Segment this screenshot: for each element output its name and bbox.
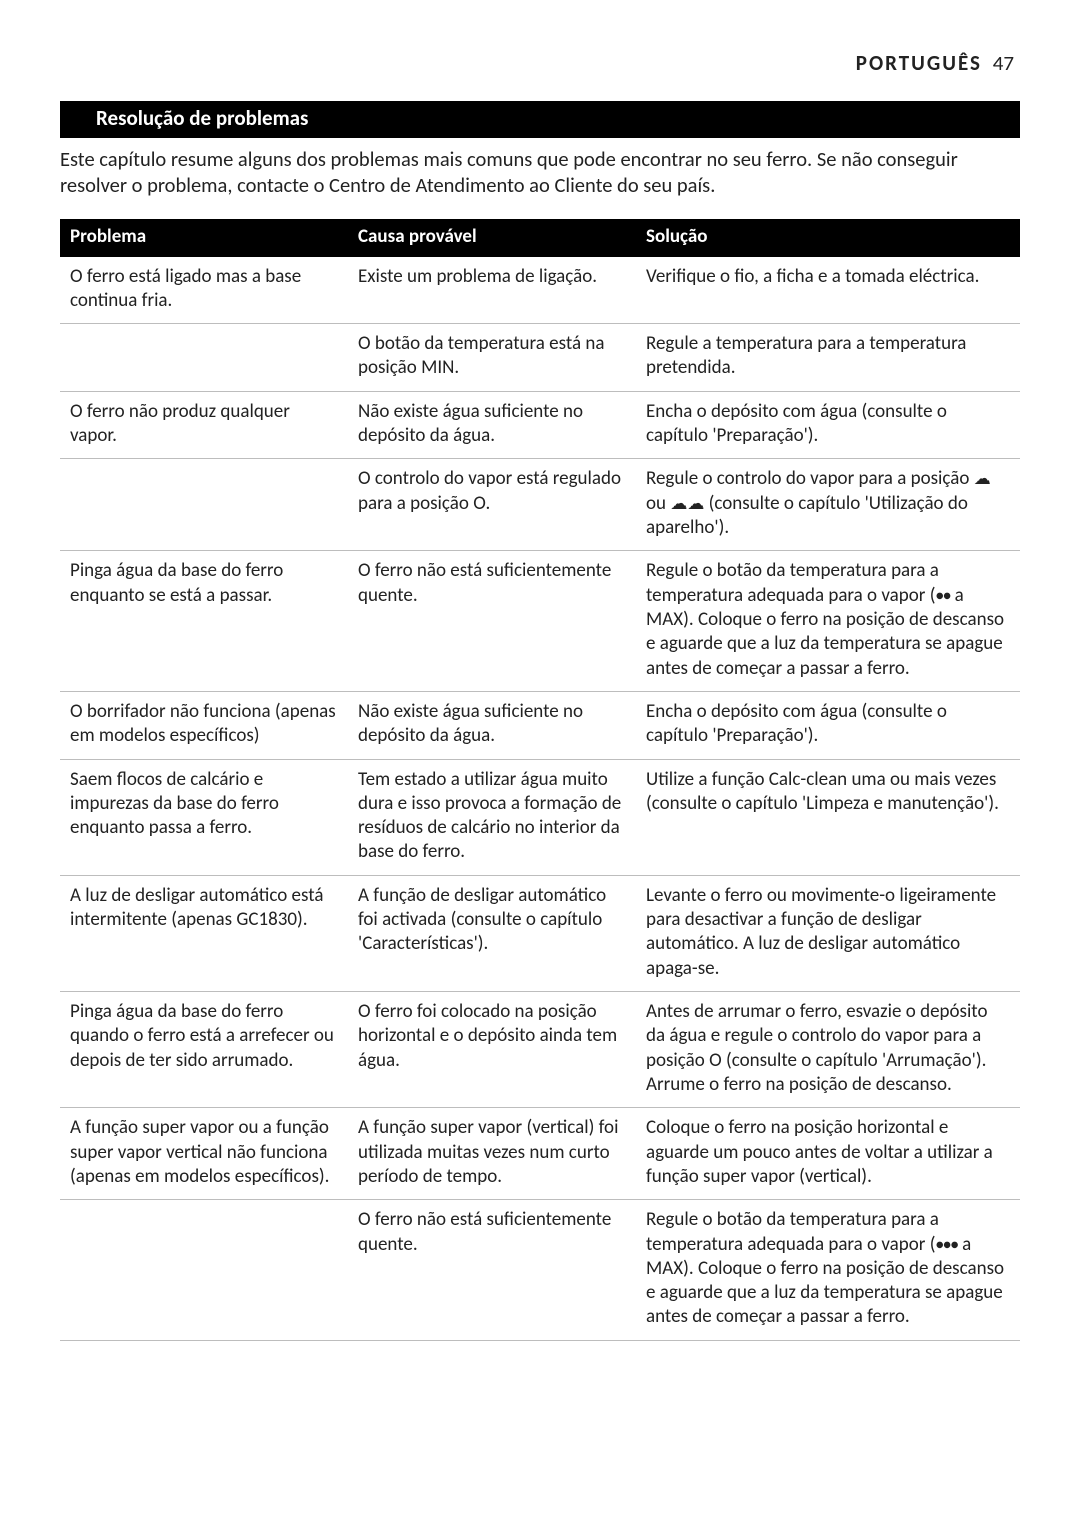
cell-solution: Verifique o fio, a ficha e a tomada eléc… [636,257,1020,324]
cell-solution: Coloque o ferro na posição horizontal e … [636,1108,1020,1200]
header-language: PORTUGUÊS [856,50,982,76]
cell-solution: Levante o ferro ou movimente-o ligeirame… [636,875,1020,991]
table-row: O ferro não está suficientemente quente.… [60,1200,1020,1341]
cell-problem: Saem flocos de calcário e impurezas da b… [60,759,348,875]
cell-problem: Pinga água da base do ferro quando o fer… [60,992,348,1108]
cell-cause: Não existe água suficiente no depósito d… [348,691,636,759]
table-row: A função super vapor ou a função super v… [60,1108,1020,1200]
cell-problem [60,459,348,551]
header-page-number: 47 [993,50,1014,76]
table-row: O controlo do vapor está regulado para a… [60,459,1020,551]
cell-solution: Regule a temperatura para a temperatura … [636,324,1020,392]
table-row: O botão da temperatura está na posição M… [60,324,1020,392]
table-row: O ferro não produz qualquer vapor.Não ex… [60,391,1020,459]
cell-problem: O ferro não produz qualquer vapor. [60,391,348,459]
table-row: Pinga água da base do ferro enquanto se … [60,551,1020,692]
cell-solution: Antes de arrumar o ferro, esvazie o depó… [636,992,1020,1108]
table-row: O borrifador não funciona (apenas em mod… [60,691,1020,759]
cell-cause: Existe um problema de ligação. [348,257,636,324]
cell-solution: Regule o controlo do vapor para a posiçã… [636,459,1020,551]
cell-cause: O controlo do vapor está regulado para a… [348,459,636,551]
cell-cause: A função super vapor (vertical) foi util… [348,1108,636,1200]
section-title-bar: Resolução de problemas [60,101,1020,137]
table-row: O ferro está ligado mas a base continua … [60,257,1020,324]
table-body: O ferro está ligado mas a base continua … [60,257,1020,1341]
cell-solution: Regule o botão da temperatura para a tem… [636,551,1020,692]
table-row: A luz de desligar automático está interm… [60,875,1020,991]
cell-cause: Não existe água suficiente no depósito d… [348,391,636,459]
cell-cause: A função de desligar automático foi acti… [348,875,636,991]
cell-solution: Encha o depósito com água (consulte o ca… [636,391,1020,459]
table-row: Pinga água da base do ferro quando o fer… [60,992,1020,1108]
col-header-cause: Causa provável [348,219,636,257]
cell-problem: O borrifador não funciona (apenas em mod… [60,691,348,759]
section-title: Resolução de problemas [96,105,308,131]
cell-problem: A função super vapor ou a função super v… [60,1108,348,1200]
cell-solution: Utilize a função Calc-clean uma ou mais … [636,759,1020,875]
intro-text: Este capítulo resume alguns dos problema… [60,146,1020,199]
cell-solution: Regule o botão da temperatura para a tem… [636,1200,1020,1341]
cell-cause: O ferro não está suficientemente quente. [348,1200,636,1341]
cell-problem: O ferro está ligado mas a base continua … [60,257,348,324]
cell-cause: O ferro não está suficientemente quente. [348,551,636,692]
page-header: PORTUGUÊS 47 [60,50,1020,76]
cell-problem [60,1200,348,1341]
cell-cause: Tem estado a utilizar água muito dura e … [348,759,636,875]
cell-solution: Encha o depósito com água (consulte o ca… [636,691,1020,759]
table-header-row: Problema Causa provável Solução [60,219,1020,257]
cell-problem: A luz de desligar automático está interm… [60,875,348,991]
troubleshooting-table: Problema Causa provável Solução O ferro … [60,219,1020,1341]
col-header-problem: Problema [60,219,348,257]
cell-problem: Pinga água da base do ferro enquanto se … [60,551,348,692]
col-header-solution: Solução [636,219,1020,257]
cell-problem [60,324,348,392]
cell-cause: O ferro foi colocado na posição horizont… [348,992,636,1108]
cell-cause: O botão da temperatura está na posição M… [348,324,636,392]
table-row: Saem flocos de calcário e impurezas da b… [60,759,1020,875]
